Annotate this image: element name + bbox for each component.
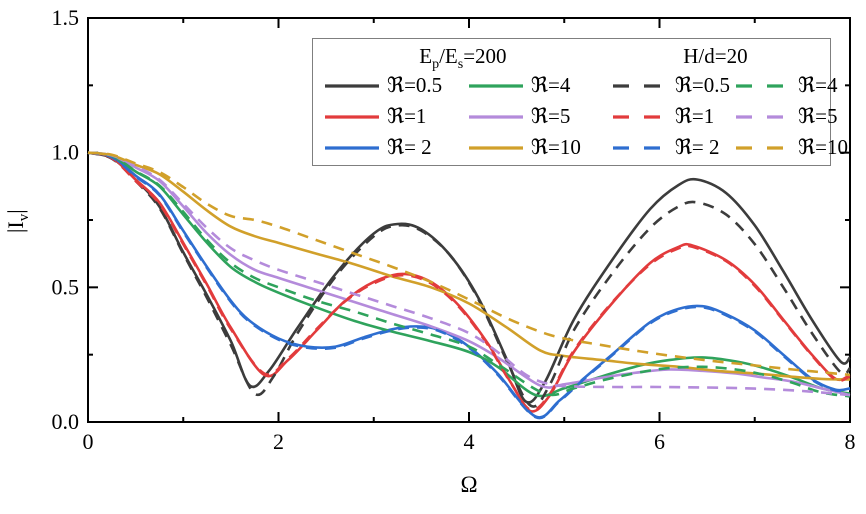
legend: Ep/Es=200 ℜ=0.5 ℜ=4 ℜ=1 ℜ=5 ℜ= 2 ℜ=10 H/d=20 ℜ=… (312, 38, 848, 166)
curve-dashed-ℜ=10 (87, 151, 851, 377)
legend-group-dashed: H/d=20 ℜ=0.5 ℜ=4 ℜ=1 ℜ=5 ℜ= 2 ℜ=10 (607, 42, 848, 163)
y-axis-title-close: | (2, 209, 28, 214)
curve-dashed-ℜ=5 (87, 151, 851, 397)
y-tick-label: 1.0 (52, 140, 80, 165)
legend-line-sample (612, 83, 667, 88)
legend-item-label: ℜ=4 (798, 73, 838, 97)
legend-line-sample (736, 145, 791, 150)
legend-line-sample (325, 83, 379, 88)
curve-dashed-ℜ=0.5 (87, 151, 851, 408)
legend-group-solid: Ep/Es=200 ℜ=0.5 ℜ=4 ℜ=1 ℜ=5 ℜ= 2 ℜ=10 (319, 42, 607, 163)
curve-solid-ℜ=10 (87, 151, 851, 381)
legend-item-label: ℜ=1 (674, 104, 715, 128)
legend-item-label: ℜ= 2 (387, 135, 432, 159)
legend-item: ℜ= 2 (607, 132, 730, 163)
legend-line-sample (325, 145, 379, 150)
legend-title-part: /E (439, 44, 458, 68)
legend-item: ℜ=0.5 (319, 70, 463, 101)
legend-line-sample (468, 145, 523, 150)
y-tick-label: 0.0 (52, 409, 80, 434)
legend-item-label: ℜ=5 (798, 104, 838, 128)
legend-item-label: ℜ=10 (798, 135, 848, 159)
legend-group-title: Ep/Es=200 (319, 42, 607, 73)
legend-item-label: ℜ= 2 (674, 135, 720, 159)
legend-line-sample (612, 114, 667, 119)
x-tick-label: 0 (83, 429, 94, 454)
x-axis-title: Ω (460, 472, 478, 497)
legend-line-sample (736, 114, 791, 119)
legend-title-part: E (419, 44, 433, 68)
legend-title-part: =200 (463, 44, 507, 68)
legend-line-sample (468, 83, 523, 88)
legend-line-sample (468, 114, 523, 119)
x-tick-label: 6 (654, 429, 665, 454)
y-axis-title-open: |I (2, 221, 28, 234)
curve-solid-ℜ=4 (87, 151, 851, 398)
legend-item-label: ℜ=1 (387, 104, 427, 128)
y-axis-title-sub: v (16, 213, 33, 222)
legend-group-title: H/d=20 (607, 42, 824, 70)
legend-item-label: ℜ=10 (530, 135, 581, 159)
legend-title-part: p (432, 57, 440, 73)
legend-item-label: ℜ=4 (530, 73, 571, 97)
x-tick-label: 2 (273, 429, 284, 454)
y-tick-label: 0.5 (52, 274, 80, 299)
legend-item: ℜ=4 (463, 70, 607, 101)
legend-line-sample (325, 114, 379, 119)
y-axis-title: |Iv| (3, 161, 33, 281)
curve-dashed-ℜ=1 (87, 151, 851, 412)
legend-item: ℜ=1 (319, 101, 463, 132)
legend-item: ℜ=5 (463, 101, 607, 132)
legend-items: ℜ=0.5 ℜ=4 ℜ=1 ℜ=5 ℜ= 2 ℜ=10 (607, 70, 848, 163)
legend-item: ℜ=0.5 (607, 70, 730, 101)
legend-item: ℜ= 2 (319, 132, 463, 163)
y-tick-label: 1.5 (52, 5, 80, 30)
curve-dashed-ℜ=2 (87, 151, 851, 420)
legend-line-sample (612, 145, 667, 150)
legend-item-label: ℜ=5 (530, 104, 571, 128)
legend-line-sample (736, 83, 791, 88)
legend-item: ℜ=1 (607, 101, 730, 132)
legend-item-label: ℜ=0.5 (674, 73, 731, 97)
legend-item-label: ℜ=0.5 (387, 73, 443, 97)
legend-title-part: s (457, 57, 464, 73)
x-tick-label: 8 (845, 429, 856, 454)
curve-dashed-ℜ=4 (87, 151, 851, 398)
legend-item: ℜ=5 (730, 101, 848, 132)
x-tick-label: 4 (464, 429, 475, 454)
legend-item: ℜ=4 (730, 70, 848, 101)
legend-items: ℜ=0.5 ℜ=4 ℜ=1 ℜ=5 ℜ= 2 ℜ=10 (319, 70, 607, 163)
legend-item: ℜ=10 (463, 132, 607, 163)
legend-title-part: H/d=20 (683, 44, 748, 68)
legend-item: ℜ=10 (730, 132, 848, 163)
